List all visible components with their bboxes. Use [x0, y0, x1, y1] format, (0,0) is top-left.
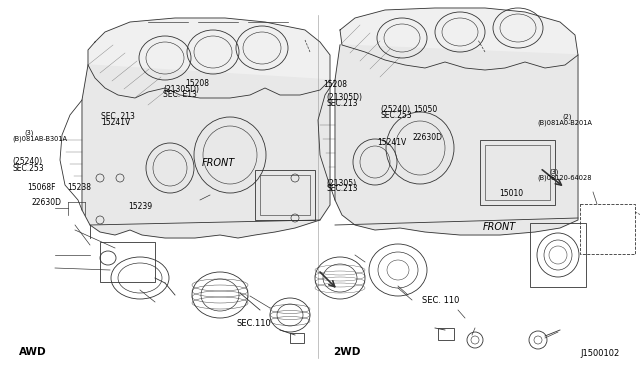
Text: 15241V: 15241V	[101, 118, 131, 127]
Text: SEC.253: SEC.253	[13, 164, 44, 173]
Text: (3): (3)	[549, 169, 559, 175]
Text: 15050: 15050	[413, 105, 437, 114]
Text: SEC. E13: SEC. E13	[163, 90, 197, 99]
Polygon shape	[88, 18, 330, 98]
Bar	[100, 242, 155, 282]
Text: SEC. 110: SEC. 110	[422, 296, 460, 305]
Text: (2): (2)	[562, 113, 572, 120]
Text: (25240): (25240)	[13, 157, 43, 166]
Text: SEC.110: SEC.110	[237, 319, 271, 328]
Text: 15208: 15208	[186, 79, 210, 88]
Text: (21305D): (21305D)	[326, 93, 362, 102]
Text: SEC.213: SEC.213	[326, 185, 358, 193]
Text: AWD: AWD	[19, 347, 47, 356]
Text: FRONT: FRONT	[202, 158, 235, 167]
Text: 15238: 15238	[67, 183, 92, 192]
Text: (21305): (21305)	[326, 179, 356, 187]
Text: (B)081A0-B201A: (B)081A0-B201A	[538, 119, 593, 126]
Polygon shape	[340, 8, 578, 70]
Text: SEC.213: SEC.213	[326, 99, 358, 108]
Bar	[260, 175, 310, 215]
Bar	[290, 333, 304, 343]
Bar	[480, 140, 555, 205]
Text: SEC.253: SEC.253	[381, 111, 412, 120]
Polygon shape	[335, 45, 578, 235]
Text: (3): (3)	[24, 130, 34, 137]
Text: 15241V: 15241V	[378, 138, 407, 147]
Text: 15068F: 15068F	[27, 183, 56, 192]
Text: (21305D): (21305D)	[163, 85, 199, 94]
Text: (25240): (25240)	[381, 105, 411, 114]
Bar	[485, 145, 550, 200]
Polygon shape	[82, 65, 330, 238]
Text: 22630D: 22630D	[413, 133, 443, 142]
Text: 22630D: 22630D	[32, 198, 62, 207]
Text: (B)08120-64028: (B)08120-64028	[538, 174, 592, 181]
Text: 2WD: 2WD	[333, 347, 360, 356]
Text: (B)081AB-B301A: (B)081AB-B301A	[13, 136, 68, 142]
Text: 15010: 15010	[499, 189, 524, 198]
Bar	[255, 170, 315, 220]
Text: FRONT: FRONT	[483, 222, 516, 232]
Text: J1500102: J1500102	[580, 349, 620, 358]
Bar	[580, 204, 635, 254]
Bar	[438, 328, 454, 340]
Text: 15239: 15239	[128, 202, 152, 211]
Text: 15208: 15208	[323, 80, 347, 89]
Text: SEC. 213: SEC. 213	[101, 112, 135, 121]
Bar	[530, 223, 586, 287]
